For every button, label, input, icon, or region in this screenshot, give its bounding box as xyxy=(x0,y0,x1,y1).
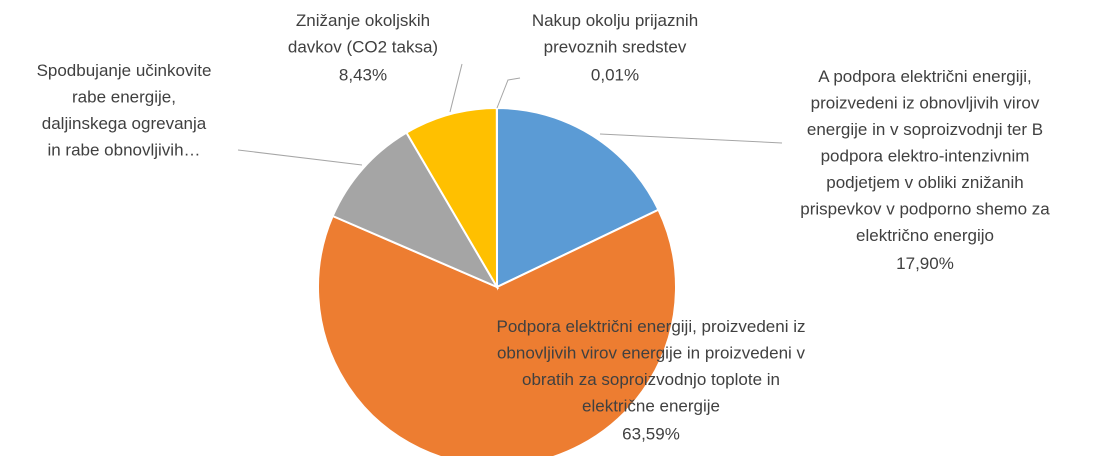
leader-line xyxy=(449,63,463,113)
leader-line xyxy=(599,133,783,144)
pie-slice xyxy=(496,106,660,289)
slice-label: Znižanje okoljskih davkov (CO2 taksa) xyxy=(288,11,438,57)
labels: A podpora električni energiji, proizveden… xyxy=(37,11,1051,443)
slice-label: Nakup okolju prijaznih prevoznih sredstev xyxy=(532,11,698,57)
leader-line xyxy=(237,149,363,166)
pie-slice xyxy=(405,106,499,291)
value-label: 63,59% xyxy=(622,424,680,443)
pie-slice xyxy=(317,208,677,456)
value-label: 17,90% xyxy=(896,254,954,273)
value-label: 0,01% xyxy=(591,65,639,84)
slice-label: Podpora električni energiji, proizvedeni… xyxy=(497,317,806,416)
value-label: 8,43% xyxy=(339,65,387,84)
slice-label: A podpora električni energiji, proizveden… xyxy=(800,67,1050,245)
leader-line xyxy=(496,77,521,109)
slice-label: Spodbujanje učinkovite rabe energije, dalj… xyxy=(37,61,212,160)
pie-slice xyxy=(331,131,500,290)
slices xyxy=(317,106,677,456)
